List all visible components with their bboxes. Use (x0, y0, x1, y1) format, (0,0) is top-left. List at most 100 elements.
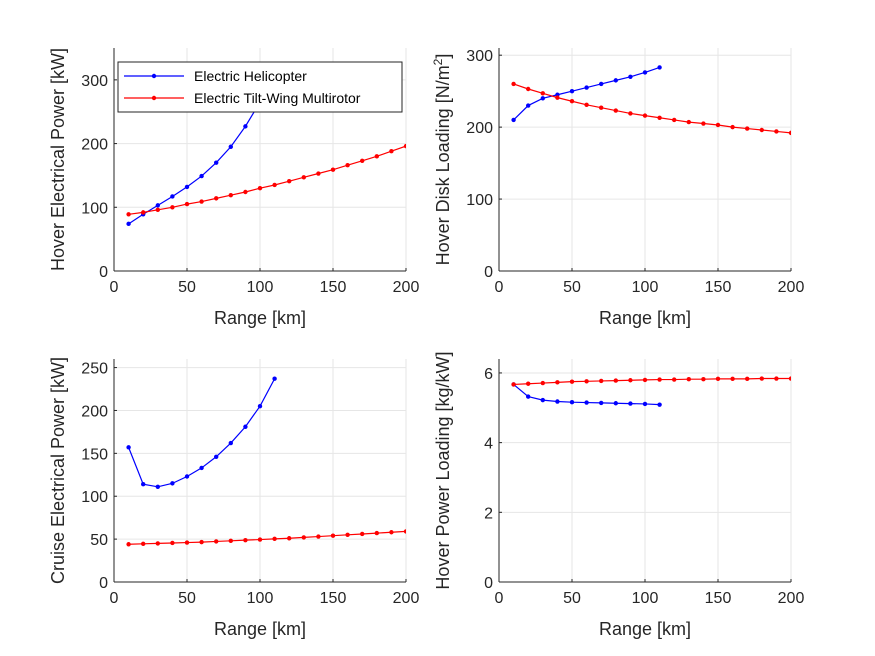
hover-power-tiltwing-point (170, 205, 175, 210)
cruise-power-y-tick-label: 250 (81, 361, 108, 378)
hover-power-loading-helicopter-point (526, 394, 531, 399)
cruise-power-tiltwing-point (301, 535, 306, 540)
cruise-power-x-tick-label: 100 (247, 590, 274, 607)
hover-power-loading-y-tick-label: 4 (484, 436, 493, 453)
hover-disk-loading-tiltwing-line (513, 83, 791, 134)
hover-power-loading-tiltwing-point (526, 381, 531, 386)
cruise-power-helicopter-point (141, 482, 146, 487)
hover-disk-loading-tiltwing-point (569, 99, 575, 104)
hover-disk-loading-tiltwing-point (613, 108, 618, 113)
hover-power-helicopter-point (126, 221, 131, 227)
hover-power-loading-y-tick-label: 6 (484, 366, 493, 383)
hover-power-loading-tiltwing-point (613, 378, 618, 383)
hover-power-helicopter-point (228, 144, 233, 149)
hover-power-series-group (126, 71, 406, 227)
cruise-power-helicopter-point (257, 403, 263, 409)
hover-power-loading-tiltwing-point (628, 378, 633, 383)
hover-power-loading-tiltwing-point (715, 376, 721, 382)
hover-power-loading-tiltwing-point (555, 380, 560, 385)
hover-power-helicopter-point (184, 184, 190, 190)
cruise-power-tiltwing-point (155, 541, 160, 546)
hover-disk-loading-y-axis-label-text: Hover Disk Loading [N/m (433, 65, 453, 265)
cruise-power-tiltwing-point (170, 540, 175, 546)
cruise-power-tiltwing-point (214, 539, 219, 544)
hover-disk-loading-x-tick-label: 100 (632, 279, 659, 296)
legend-label-tiltwing: Electric Tilt-Wing Multirotor (194, 90, 361, 106)
hover-power-loading-helicopter-point (569, 400, 575, 405)
hover-power-helicopter-point (199, 173, 204, 179)
hover-power-loading-helicopter-point (613, 401, 618, 406)
hover-power-y-axis-label: Hover Electrical Power [kW] (48, 48, 68, 271)
hover-disk-loading-y-tick-label: 300 (466, 48, 493, 65)
hover-disk-loading-x-axis-label: Range [km] (599, 308, 691, 328)
cruise-power-tiltwing-point (228, 538, 233, 544)
legend-marker-helicopter (151, 73, 157, 79)
hover-power-tiltwing-point (228, 192, 233, 198)
hover-power-helicopter-point (214, 160, 219, 165)
cruise-power-helicopter-point (184, 474, 190, 479)
hover-power-loading-tiltwing-point (672, 377, 677, 382)
hover-power-loading-tiltwing-point (745, 376, 750, 382)
cruise-power-y-tick-label: 150 (81, 446, 108, 463)
hover-disk-loading-tiltwing-point (672, 117, 677, 123)
hover-disk-loading-tiltwing-point (628, 111, 633, 116)
hover-disk-loading-helicopter-point (599, 81, 604, 87)
hover-power-tiltwing-point (330, 167, 336, 172)
cruise-power-helicopter-point (214, 454, 219, 459)
cruise-power-x-tick-label: 0 (110, 590, 119, 607)
hover-power-helicopter-point (170, 194, 175, 199)
hover-disk-loading-helicopter-point (584, 85, 589, 90)
hover-power-tiltwing-point (257, 185, 263, 191)
hover-disk-loading-y-tick-label: 0 (484, 264, 493, 281)
hover-power-loading-x-tick-label: 150 (705, 590, 732, 607)
hover-power-tiltwing-point (345, 163, 350, 168)
cruise-power-helicopter-point (272, 376, 277, 381)
cruise-power-tiltwing-point (316, 534, 321, 539)
cruise-power-x-tick-label: 50 (178, 590, 196, 607)
cruise-power-helicopter-point (155, 484, 160, 489)
cruise-power-y-tick-label: 100 (81, 489, 108, 506)
hover-power-tiltwing-point (301, 175, 306, 180)
hover-power-loading-y-axis-label-text: Hover Power Loading [kg/kW] (433, 351, 453, 589)
hover-power-loading-tiltwing-point (599, 378, 604, 384)
hover-power-loading-tiltwing-point (788, 376, 791, 381)
hover-power-loading-tiltwing-line (513, 377, 791, 386)
hover-power-tiltwing-point (360, 158, 365, 163)
cruise-power-tiltwing-point (345, 532, 350, 538)
cruise-power-x-axis-label: Range [km] (214, 619, 306, 639)
hover-power-loading-series-group (511, 376, 791, 407)
hover-power-y-tick-label: 200 (81, 137, 108, 154)
hover-power-x-tick-label: 50 (178, 279, 196, 296)
hover-power-x-tick-label: 0 (110, 279, 119, 296)
cruise-power-tiltwing-point (272, 536, 277, 542)
hover-disk-loading-helicopter-point (526, 103, 531, 108)
hover-power-tiltwing-point (214, 196, 219, 201)
hover-power-loading-y-tick-label: 0 (484, 575, 493, 592)
cruise-power-tiltwing-point (199, 539, 204, 545)
hover-disk-loading-x-tick-label: 200 (778, 279, 805, 296)
hover-power-loading-tiltwing-point (657, 377, 662, 382)
cruise-power-tiltwing-point (403, 529, 406, 534)
hover-disk-loading-y-axis-label-superscript: 2 (431, 58, 445, 65)
hover-power-loading-helicopter-point (657, 402, 662, 407)
hover-disk-loading-helicopter-point (657, 65, 662, 70)
cruise-power-helicopter-point (228, 440, 233, 446)
cruise-power-helicopter-point (126, 445, 131, 450)
hover-disk-loading-tiltwing-point (540, 91, 545, 96)
hover-disk-loading-tiltwing-point (642, 113, 648, 118)
cruise-power-tiltwing-point (360, 531, 365, 537)
cruise-power-series-group (126, 376, 406, 547)
hover-power-tiltwing-point (287, 178, 292, 184)
hover-power-y-tick-label: 100 (81, 200, 108, 217)
hover-power-loading-x-tick-label: 50 (563, 590, 581, 607)
hover-power-loading-tiltwing-point (774, 376, 779, 381)
hover-disk-loading-tiltwing-point (599, 105, 604, 110)
hover-disk-loading-tiltwing-point (759, 127, 764, 133)
hover-disk-loading-helicopter-point (628, 74, 633, 79)
cruise-power-y-axis-label: Cruise Electrical Power [kW] (48, 357, 68, 584)
hover-power-helicopter-point (243, 124, 248, 129)
hover-disk-loading-tiltwing-point (511, 81, 516, 87)
hover-power-loading-tiltwing-point (569, 379, 575, 384)
cruise-power-panel: 0 50 100 150 200 0 50 100 150 200 250 Range [km] Cru… (48, 357, 419, 639)
hover-power-loading-tiltwing-point (730, 376, 735, 382)
